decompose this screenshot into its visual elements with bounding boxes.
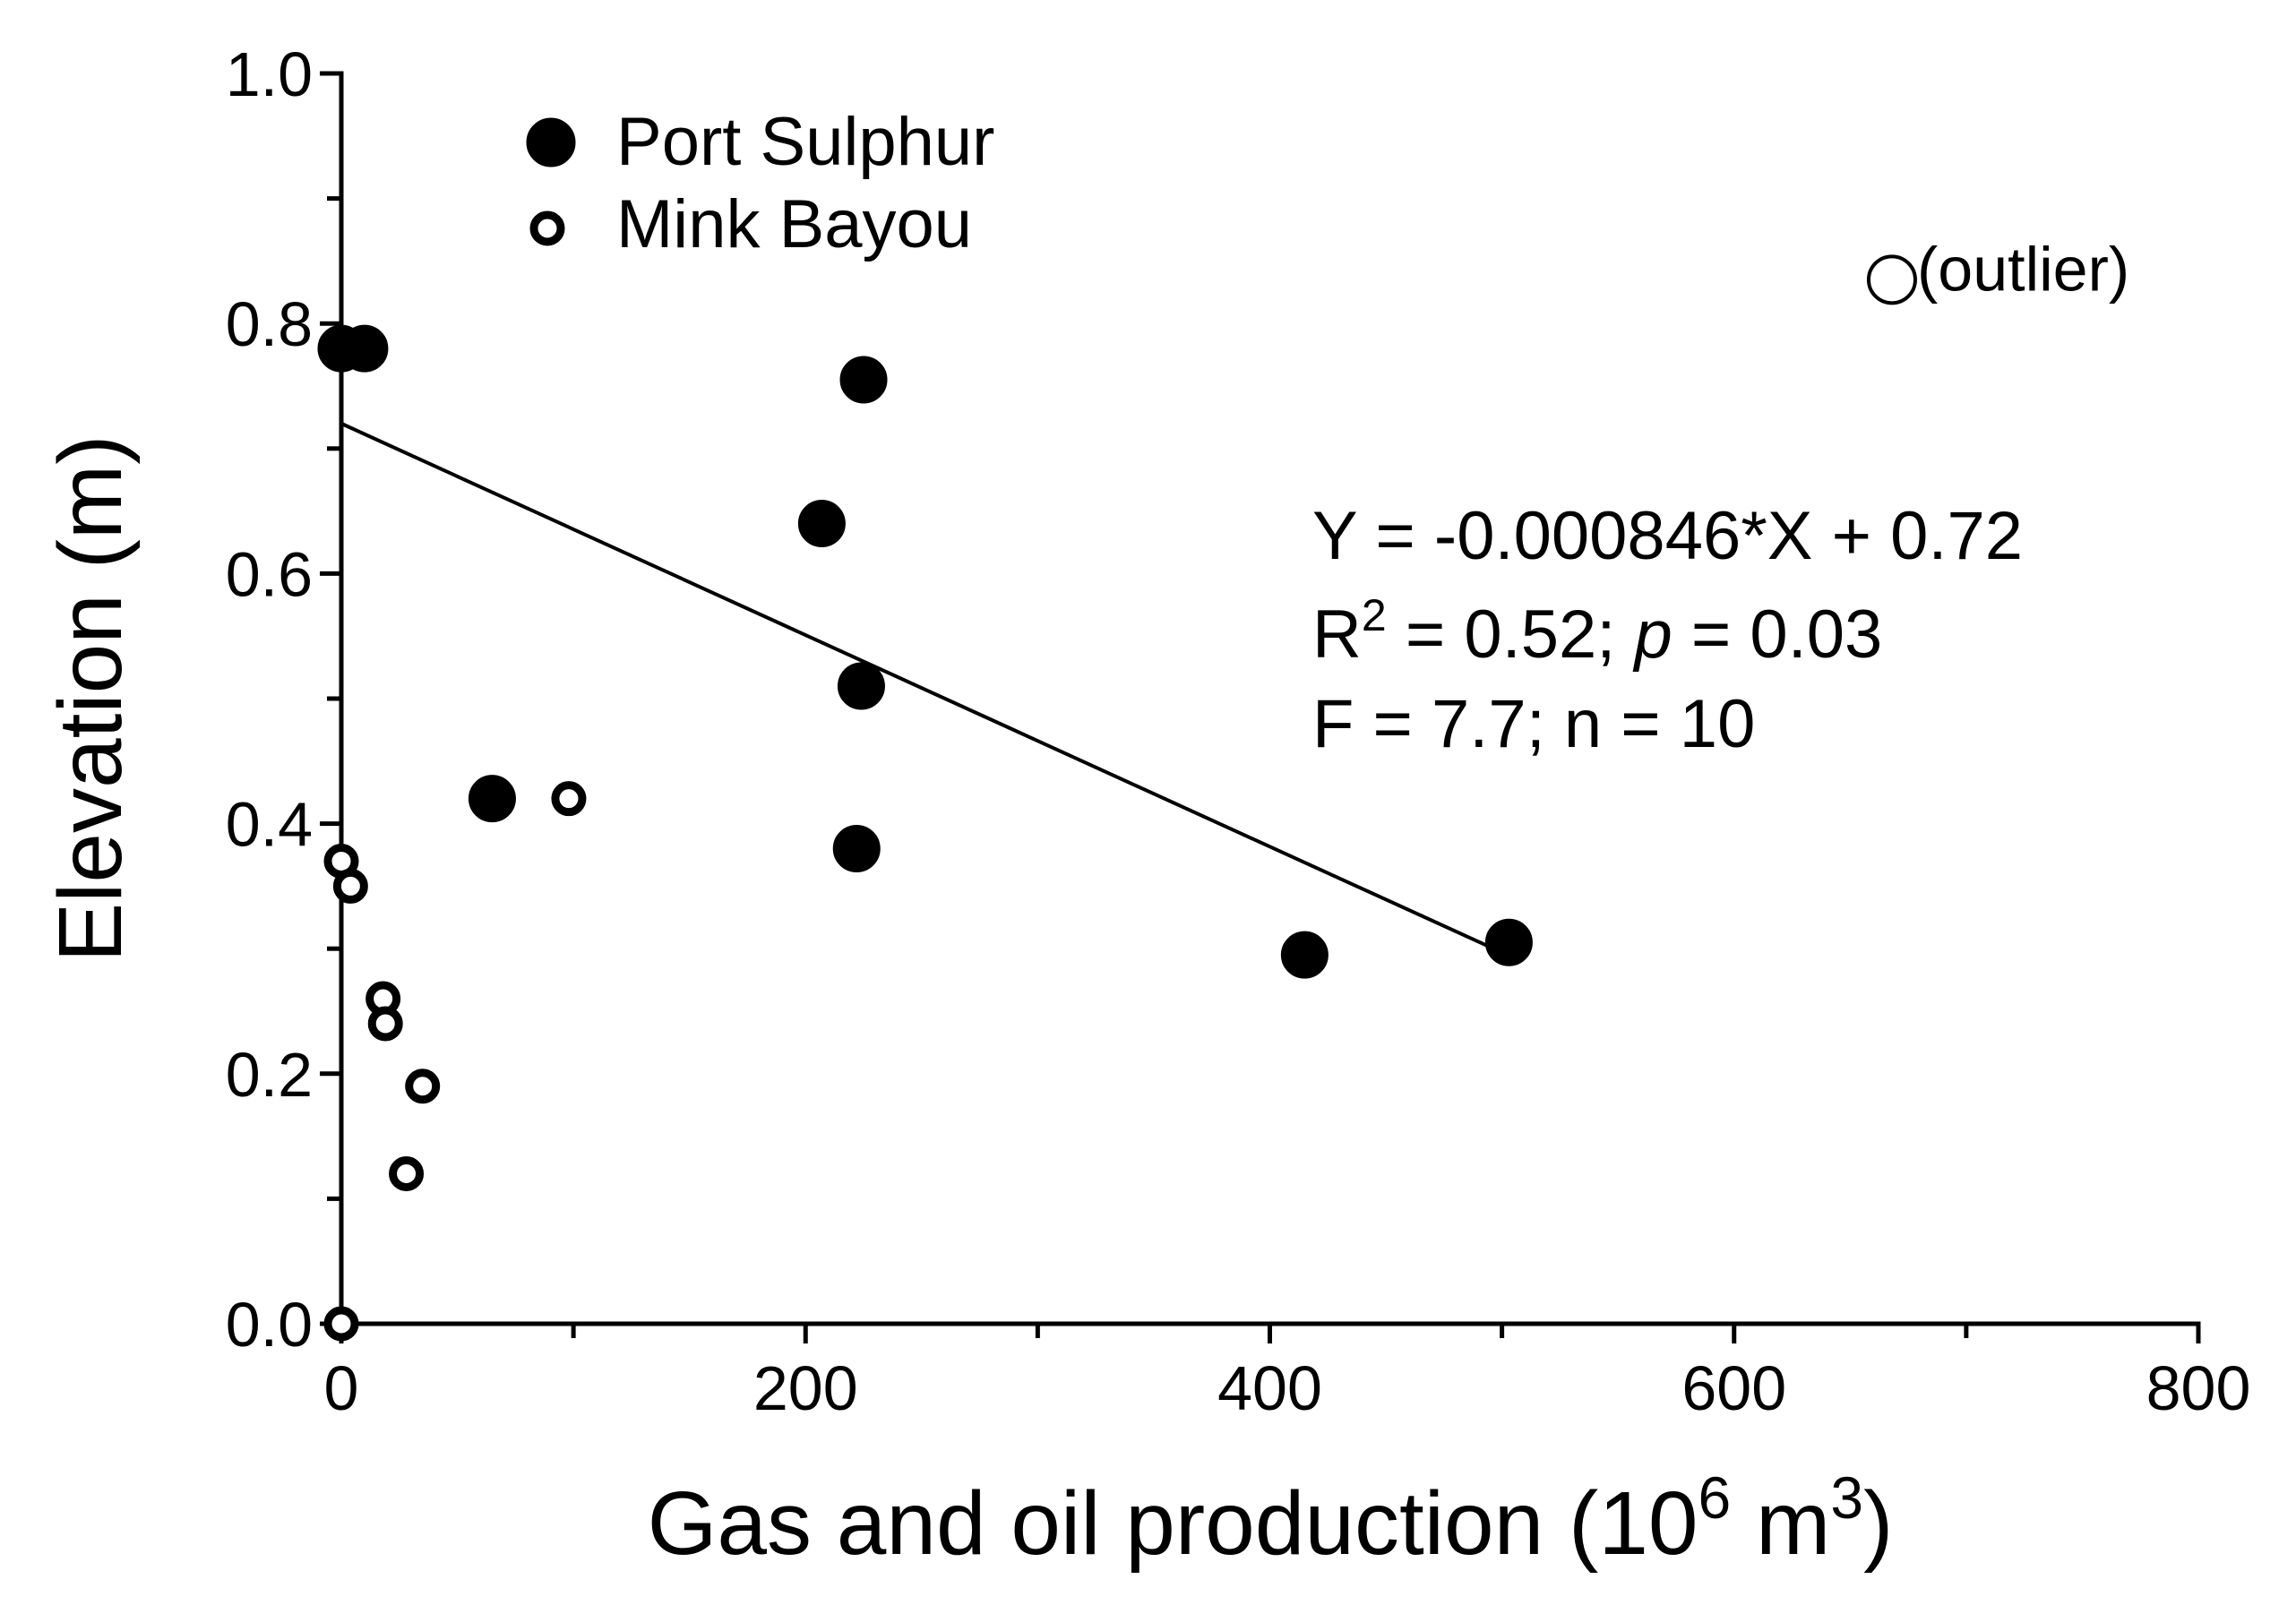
legend-label-mink-bayou: Mink Bayou <box>616 186 972 262</box>
y-tick-label: 0.4 <box>226 790 313 860</box>
x-axis-title: Gas and oil production (106 m3) <box>648 1464 1894 1574</box>
x-axis-title-superscript-1: 6 <box>1698 1464 1732 1531</box>
legend-marker-port-sulphur <box>526 117 576 167</box>
port-sulphur-point <box>1484 918 1533 966</box>
mink-bayou-point <box>389 1155 425 1191</box>
mink-bayou-point <box>405 1069 441 1104</box>
mink-bayou-point <box>332 868 368 904</box>
legend-label-port-sulphur: Port Sulphur <box>616 104 994 180</box>
y-tick-label: 0.8 <box>226 289 313 359</box>
port-sulphur-point <box>1280 931 1329 979</box>
x-axis-title-close: ) <box>1863 1473 1893 1574</box>
outlier-point <box>1866 254 1917 305</box>
annotation-f-n: F = 7.7; n = 10 <box>1312 686 1755 762</box>
axis-ticks <box>320 71 2201 1343</box>
port-sulphur-point <box>797 500 846 548</box>
y-axis-title: Elevation (m) <box>40 434 141 962</box>
axis-tick-labels: 0 200 400 600 800 0.0 0.2 0.4 0.6 0.8 1.0 <box>226 39 2251 1423</box>
outlier-label: (outlier) <box>1917 234 2129 304</box>
y-tick-label: 0.2 <box>226 1040 313 1110</box>
annotation-r2-p: R2 = 0.52; p = 0.03 <box>1312 590 1882 673</box>
port-sulphur-point <box>837 662 885 710</box>
data-points <box>317 324 1533 1342</box>
annotation-p-symbol: p <box>1632 597 1672 673</box>
legend-marker-mink-bayou <box>529 210 565 246</box>
y-tick-label: 0.0 <box>226 1290 313 1360</box>
legend: Port Sulphur Mink Bayou <box>526 104 994 262</box>
port-sulphur-point <box>839 356 888 404</box>
mink-bayou-point <box>323 1306 359 1342</box>
x-axis-title-unit: m <box>1731 1473 1830 1574</box>
port-sulphur-point <box>832 825 881 873</box>
annotation-p-value: = 0.03 <box>1673 597 1883 673</box>
annotation-equation: Y = -0.000846*X + 0.72 <box>1312 498 2023 574</box>
port-sulphur-point <box>340 324 389 373</box>
mink-bayou-point <box>551 781 587 817</box>
annotation-r2-value: = 0.52; <box>1387 597 1635 673</box>
x-tick-label: 400 <box>1217 1353 1322 1423</box>
x-tick-label: 0 <box>324 1353 359 1423</box>
x-tick-label: 800 <box>2146 1353 2251 1423</box>
x-axis-title-superscript-2: 3 <box>1830 1464 1863 1531</box>
regression-annotation: Y = -0.000846*X + 0.72 R2 = 0.52; p = 0.… <box>1312 498 2023 762</box>
x-tick-label: 600 <box>1681 1353 1786 1423</box>
x-tick-label: 200 <box>753 1353 858 1423</box>
mink-bayou-point <box>367 1006 403 1042</box>
x-axis-title-text: Gas and oil production (10 <box>648 1473 1698 1574</box>
y-tick-label: 1.0 <box>226 39 313 109</box>
y-tick-label: 0.6 <box>226 539 313 609</box>
annotation-r: R <box>1312 597 1362 673</box>
regression-line <box>340 422 1510 957</box>
port-sulphur-point <box>468 775 516 823</box>
annotation-r-superscript: 2 <box>1362 590 1387 640</box>
